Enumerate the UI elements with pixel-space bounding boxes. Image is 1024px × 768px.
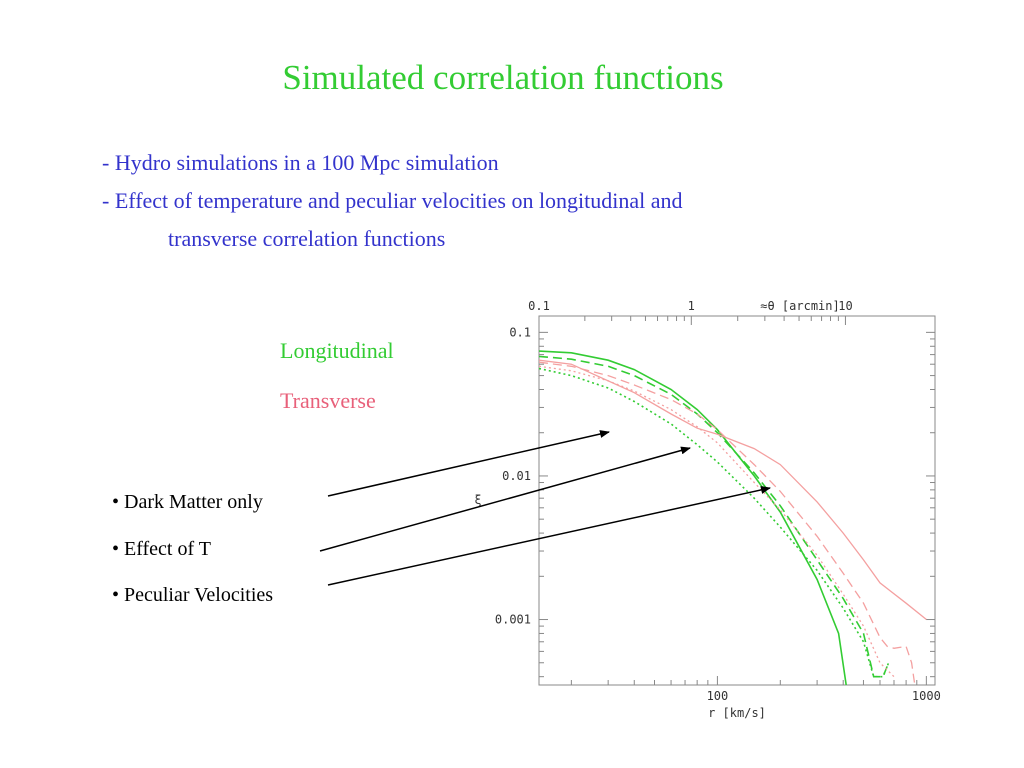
y-tick-label: 0.01 (502, 469, 531, 483)
case-temperature: • Effect of T (112, 538, 212, 560)
x-tick-label: 100 (707, 689, 729, 703)
case-dark-matter: • Dark Matter only (112, 491, 263, 513)
arrow-peculiar-velocities (327, 486, 771, 586)
case-peculiar-velocities: • Peculiar Velocities (112, 584, 274, 606)
slide-title: Simulated correlation functions (282, 58, 724, 97)
series-line-1 (539, 355, 890, 678)
tick-labels: 100 1000 0.1 0.01 0.001 0.1 1 10≈θ [arcmin] r [k… (474, 299, 940, 720)
x-axis-label: r [km/s] (708, 706, 766, 720)
series-line-2 (539, 367, 890, 678)
top-tick-label: 10 (838, 299, 852, 313)
series-line-0 (539, 350, 847, 685)
top-tick-label: 0.1 (528, 299, 550, 313)
series-line-3 (539, 359, 927, 621)
x-tick-label: 1000 (912, 689, 941, 703)
arrow-dark-matter (327, 430, 610, 497)
y-tick-label: 0.001 (495, 613, 531, 627)
top-axis-label: ≈θ [arcmin] (760, 299, 839, 313)
legend-transverse: Transverse (280, 388, 376, 413)
bullet-effect-continued: transverse correlation functions (168, 226, 446, 251)
legend-longitudinal: Longitudinal (280, 338, 394, 363)
y-axis-label: ξ (474, 493, 481, 507)
series-line-4 (539, 361, 916, 685)
bullet-effect: - Effect of temperature and peculiar vel… (102, 188, 683, 213)
arrow-temperature (319, 446, 691, 552)
top-tick-label: 1 (688, 299, 695, 313)
annotation-arrows (319, 430, 771, 586)
plot-frame (538, 315, 936, 686)
bullet-hydro: - Hydro simulations in a 100 Mpc simulat… (102, 150, 499, 175)
curves (539, 350, 927, 685)
y-tick-label: 0.1 (509, 325, 531, 339)
description-bullets: - Hydro simulations in a 100 Mpc simulat… (102, 144, 683, 258)
series-line-5 (539, 365, 895, 678)
tick-marks (538, 316, 935, 685)
